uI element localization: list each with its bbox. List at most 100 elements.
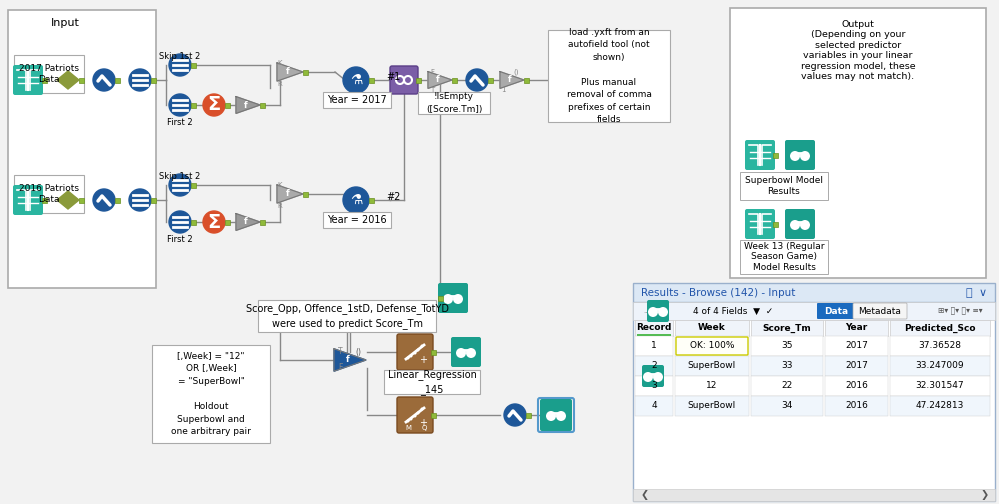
Bar [772, 221, 777, 226]
Bar [191, 220, 196, 224]
Text: +: + [419, 418, 427, 428]
Text: Week 13 (Regular
Season Game)
Model Results: Week 13 (Regular Season Game) Model Resu… [743, 242, 824, 272]
Text: 33: 33 [781, 361, 793, 370]
Circle shape [546, 411, 556, 421]
FancyBboxPatch shape [397, 334, 433, 370]
Text: 4: 4 [651, 402, 656, 410]
Bar [635, 320, 673, 336]
Text: Linear_Regression
_145: Linear_Regression _145 [388, 369, 477, 395]
Text: 34: 34 [781, 402, 792, 410]
Bar [633, 302, 995, 320]
Text: ......: ...... [643, 308, 656, 314]
Text: 37.36528: 37.36528 [918, 342, 961, 350]
Bar [525, 412, 530, 417]
Text: 1: 1 [500, 87, 505, 93]
Bar [675, 376, 749, 396]
FancyBboxPatch shape [676, 337, 748, 355]
Bar [42, 198, 47, 203]
Bar [151, 78, 156, 83]
Text: 32.301547: 32.301547 [916, 382, 964, 391]
Text: f: f [286, 190, 290, 199]
Circle shape [169, 94, 191, 116]
Bar [740, 172, 828, 200]
FancyBboxPatch shape [817, 303, 855, 319]
Text: Output
(Depending on your
selected predictor
variables in your linear
regression: Output (Depending on your selected predi… [800, 20, 915, 81]
Bar [633, 489, 995, 501]
Text: 12: 12 [706, 382, 717, 391]
Bar [825, 336, 888, 356]
Polygon shape [236, 97, 260, 113]
Text: Results - Browse (142) - Input: Results - Browse (142) - Input [641, 288, 795, 298]
Bar [225, 220, 230, 224]
Text: 2017: 2017 [845, 361, 868, 370]
Circle shape [443, 294, 453, 304]
Bar [890, 396, 990, 416]
Polygon shape [57, 71, 79, 89]
Text: 2: 2 [651, 361, 656, 370]
Bar [772, 153, 777, 157]
Bar [890, 356, 990, 376]
Bar [825, 320, 888, 336]
Bar [675, 336, 749, 356]
Text: F: F [430, 69, 434, 75]
Text: #1: #1 [386, 72, 401, 82]
Circle shape [417, 411, 420, 414]
FancyBboxPatch shape [853, 303, 907, 319]
Text: load .yxft from an
autofield tool (not
shown)

Plus manual
removal of comma
pref: load .yxft from an autofield tool (not s… [566, 28, 651, 124]
Text: Σ: Σ [208, 95, 221, 114]
Circle shape [658, 307, 668, 317]
Bar [416, 78, 421, 83]
Text: f: f [286, 68, 290, 77]
Text: First 2: First 2 [167, 118, 193, 127]
Text: Record: Record [636, 324, 671, 333]
Bar [323, 92, 391, 108]
Circle shape [466, 69, 488, 91]
Bar [825, 356, 888, 376]
Text: Σ: Σ [208, 213, 221, 231]
Text: Score_Opp, Offence_1stD, Defense_TotYD
were used to predict Score_Tm: Score_Opp, Offence_1stD, Defense_TotYD w… [246, 303, 449, 329]
Circle shape [643, 372, 653, 382]
Circle shape [800, 220, 810, 230]
Bar [115, 198, 120, 203]
Text: Year = 2016: Year = 2016 [328, 215, 387, 225]
FancyBboxPatch shape [438, 283, 468, 313]
Circle shape [129, 189, 151, 211]
Text: (): () [513, 69, 518, 75]
Bar [730, 8, 986, 278]
Bar [418, 92, 490, 114]
Bar [79, 198, 84, 203]
Bar [323, 212, 391, 228]
FancyBboxPatch shape [390, 66, 418, 94]
Text: ∨: ∨ [979, 288, 987, 298]
Bar [635, 336, 673, 356]
Bar [890, 336, 990, 356]
Text: 2016: 2016 [845, 382, 868, 391]
Bar [191, 62, 196, 68]
Text: 2017: 2017 [845, 342, 868, 350]
Text: K: K [278, 182, 283, 188]
FancyBboxPatch shape [647, 300, 669, 322]
Circle shape [410, 354, 413, 357]
Bar [675, 320, 749, 336]
Text: Score_Tm: Score_Tm [762, 324, 811, 333]
Circle shape [800, 151, 810, 161]
Bar [751, 376, 823, 396]
Text: #2: #2 [386, 192, 401, 202]
Text: ⊞▾ 💾▾ ⬜▾ ≡▾: ⊞▾ 💾▾ ⬜▾ ≡▾ [938, 306, 983, 316]
Text: 1: 1 [651, 342, 657, 350]
Text: SuperBowl: SuperBowl [688, 402, 736, 410]
FancyBboxPatch shape [642, 365, 664, 387]
Polygon shape [500, 72, 524, 88]
Bar [635, 376, 673, 396]
Bar [890, 376, 990, 396]
Bar [14, 55, 84, 93]
Bar [675, 356, 749, 376]
Circle shape [93, 69, 115, 91]
Circle shape [648, 307, 658, 317]
Bar [260, 102, 265, 107]
Text: ⚗: ⚗ [350, 193, 363, 207]
Text: ❯: ❯ [981, 490, 989, 500]
Circle shape [407, 419, 410, 422]
Text: Week: Week [698, 324, 726, 333]
Text: +: + [419, 355, 427, 365]
